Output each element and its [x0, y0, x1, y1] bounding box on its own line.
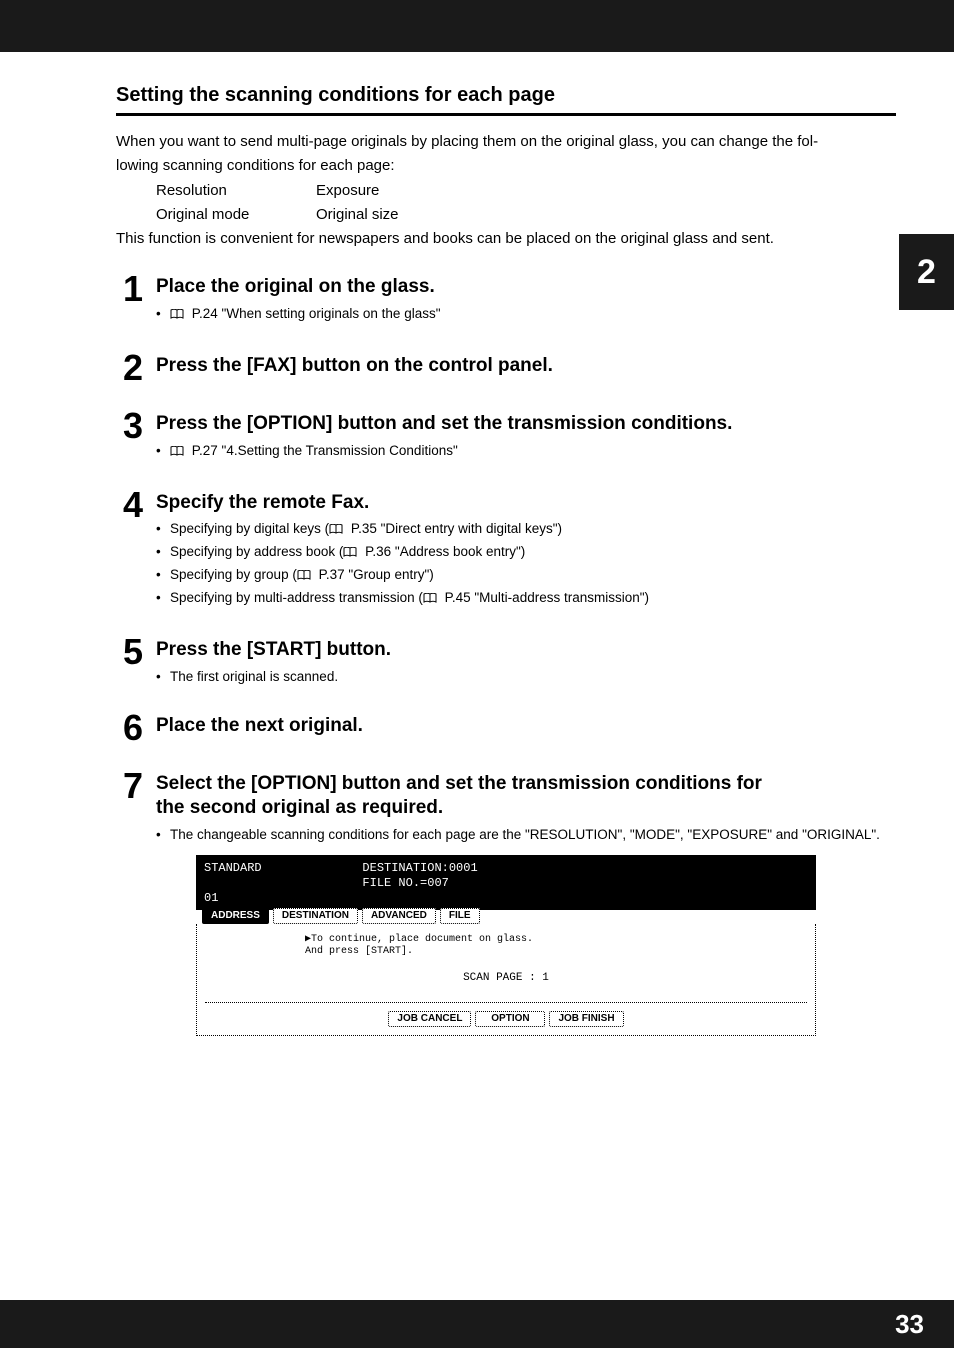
book-icon [170, 444, 184, 463]
step-5: 5 Press the [START] button. The first or… [116, 634, 896, 689]
step-3-bullets: P.27 "4.Setting the Transmission Conditi… [156, 442, 896, 463]
step-5-body: Press the [START] button. The first orig… [156, 634, 896, 689]
intro-resolution: Resolution [156, 181, 316, 201]
step-6: 6 Place the next original. [116, 710, 896, 746]
footer-band: 33 [0, 1300, 954, 1348]
lcd-scan-page: SCAN PAGE : 1 [205, 972, 807, 984]
step-1-num: 1 [116, 271, 150, 307]
chapter-number: 2 [917, 253, 936, 292]
page-number: 33 [895, 1309, 924, 1340]
step-7: 7 Select the [OPTION] button and set the… [116, 768, 896, 1035]
step-4-bullet-4: Specifying by multi-address transmission… [156, 589, 896, 610]
intro-original-mode: Original mode [156, 205, 316, 225]
step-1-title: Place the original on the glass. [156, 275, 896, 299]
lcd-screenshot: STANDARD DESTINATION:0001 FILE NO.=007 0… [196, 855, 816, 1036]
step-4-b4-pre: Specifying by multi-address transmission… [170, 590, 423, 605]
step-2-num: 2 [116, 350, 150, 386]
book-icon [170, 307, 184, 326]
lcd-line-3: 01 [204, 891, 808, 906]
step-4: 4 Specify the remote Fax. Specifying by … [116, 487, 896, 612]
book-icon [343, 545, 357, 564]
intro-table-row-1: Resolution Exposure [156, 181, 896, 201]
intro-line-1: When you want to send multi-page origina… [116, 132, 896, 152]
step-7-bullets: The changeable scanning conditions for e… [156, 826, 896, 845]
job-finish-button[interactable]: JOB FINISH [549, 1011, 623, 1027]
step-3: 3 Press the [OPTION] button and set the … [116, 408, 896, 465]
step-4-bullet-1: Specifying by digital keys ( P.35 "Direc… [156, 520, 896, 541]
header-band [0, 0, 954, 52]
lcd-tabs: ADDRESS DESTINATION ADVANCED FILE [196, 908, 816, 924]
step-2: 2 Press the [FAX] button on the control … [116, 350, 896, 386]
step-3-bullet-1-text: P.27 "4.Setting the Transmission Conditi… [192, 443, 458, 458]
lcd-line-1: STANDARD DESTINATION:0001 [204, 861, 808, 876]
section-heading: Setting the scanning conditions for each… [116, 84, 896, 107]
lcd-msg2: And press [START]. [305, 946, 807, 958]
step-6-num: 6 [116, 710, 150, 746]
job-cancel-button[interactable]: JOB CANCEL [388, 1011, 471, 1027]
step-7-body: Select the [OPTION] button and set the t… [156, 768, 896, 1035]
step-3-bullet-1: P.27 "4.Setting the Transmission Conditi… [156, 442, 896, 463]
step-4-b1-ref: P.35 "Direct entry with digital keys") [351, 521, 562, 536]
step-1-bullet-1-text: P.24 "When setting originals on the glas… [192, 306, 441, 321]
step-4-b4-ref: P.45 "Multi-address transmission") [445, 590, 649, 605]
step-3-num: 3 [116, 408, 150, 444]
step-1-bullet-1: P.24 "When setting originals on the glas… [156, 305, 896, 326]
step-7-bullet-1: The changeable scanning conditions for e… [156, 826, 896, 845]
step-4-body: Specify the remote Fax. Specifying by di… [156, 487, 896, 612]
lcd-button-row: JOB CANCEL OPTION JOB FINISH [205, 1007, 807, 1027]
step-1-bullets: P.24 "When setting originals on the glas… [156, 305, 896, 326]
heading-rule [116, 113, 896, 116]
step-1-body: Place the original on the glass. P.24 "W… [156, 271, 896, 328]
chapter-tab: 2 [899, 234, 954, 310]
step-4-bullets: Specifying by digital keys ( P.35 "Direc… [156, 520, 896, 610]
page-root: 2 Setting the scanning conditions for ea… [0, 0, 954, 1348]
intro-line-2: lowing scanning conditions for each page… [116, 156, 896, 176]
step-4-b2-ref: P.36 "Address book entry") [365, 544, 525, 559]
step-5-bullets: The first original is scanned. [156, 668, 896, 687]
step-4-b3-ref: P.37 "Group entry") [319, 567, 434, 582]
step-5-num: 5 [116, 634, 150, 670]
tab-destination[interactable]: DESTINATION [273, 908, 358, 924]
step-1: 1 Place the original on the glass. P.24 … [116, 271, 896, 328]
lcd-msg1: ▶To continue, place document on glass. [305, 934, 807, 946]
lcd-divider [205, 1002, 807, 1003]
book-icon [329, 522, 343, 541]
tab-address[interactable]: ADDRESS [202, 908, 269, 924]
step-5-bullet-1: The first original is scanned. [156, 668, 896, 687]
step-4-b3-pre: Specifying by group ( [170, 567, 297, 582]
step-7-title: Select the [OPTION] button and set the t… [156, 772, 896, 820]
lcd-display: STANDARD DESTINATION:0001 FILE NO.=007 0… [196, 855, 816, 910]
step-2-body: Press the [FAX] button on the control pa… [156, 350, 896, 384]
intro-exposure: Exposure [316, 181, 379, 201]
lcd-message: ▶To continue, place document on glass. A… [305, 934, 807, 958]
tab-advanced[interactable]: ADVANCED [362, 908, 436, 924]
content-area: Setting the scanning conditions for each… [0, 52, 954, 1036]
step-5-title: Press the [START] button. [156, 638, 896, 662]
step-7-title-a: Select the [OPTION] button and set the t… [156, 773, 762, 794]
intro-original-size: Original size [316, 205, 399, 225]
step-6-title: Place the next original. [156, 714, 896, 738]
step-4-b2-pre: Specifying by address book ( [170, 544, 343, 559]
step-3-title: Press the [OPTION] button and set the tr… [156, 412, 896, 436]
step-7-title-b: the second original as required. [156, 797, 443, 818]
step-2-title: Press the [FAX] button on the control pa… [156, 354, 896, 378]
option-button[interactable]: OPTION [475, 1011, 545, 1027]
book-icon [423, 591, 437, 610]
step-4-b1-pre: Specifying by digital keys ( [170, 521, 329, 536]
step-4-bullet-3: Specifying by group ( P.37 "Group entry"… [156, 566, 896, 587]
step-3-body: Press the [OPTION] button and set the tr… [156, 408, 896, 465]
step-6-body: Place the next original. [156, 710, 896, 744]
intro-line-3: This function is convenient for newspape… [116, 229, 896, 249]
step-4-num: 4 [116, 487, 150, 523]
lcd-panel: ▶To continue, place document on glass. A… [196, 924, 816, 1036]
intro-table-row-2: Original mode Original size [156, 205, 896, 225]
book-icon [297, 568, 311, 587]
tab-file[interactable]: FILE [440, 908, 480, 924]
step-4-title: Specify the remote Fax. [156, 491, 896, 515]
step-4-bullet-2: Specifying by address book ( P.36 "Addre… [156, 543, 896, 564]
lcd-line-2: FILE NO.=007 [204, 876, 808, 891]
step-7-num: 7 [116, 768, 150, 804]
